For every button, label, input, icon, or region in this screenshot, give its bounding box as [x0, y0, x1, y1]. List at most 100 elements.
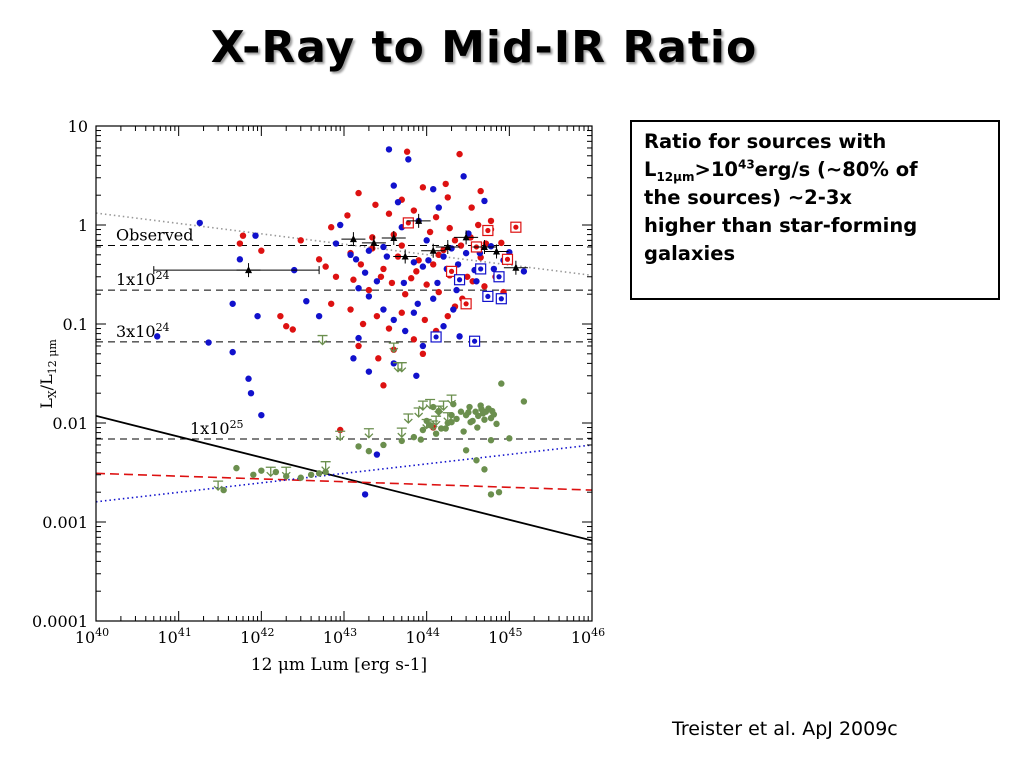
upper-limit-arrow [431, 415, 442, 427]
wide-errorbar [153, 266, 320, 275]
y-tick-label: 0.01 [52, 414, 88, 433]
data-points [153, 146, 528, 498]
x-tick-label: 1044 [405, 626, 439, 647]
green-point [466, 403, 473, 411]
blue-point [383, 253, 391, 260]
chart-figure: Observed 1x1024 3x1024 1x1025 1040 1041 1042 1… [0, 100, 620, 684]
green-point [465, 409, 472, 416]
red-boxed-point-dot [448, 268, 455, 274]
red-point [365, 286, 373, 294]
red-point [408, 275, 415, 282]
red-boxed-point-dot [405, 220, 411, 226]
red-point [468, 204, 475, 211]
blue-point [450, 306, 457, 313]
red-point [451, 237, 459, 244]
upper-limit-arrow [265, 466, 276, 478]
blue-point [394, 198, 402, 206]
red-point [402, 290, 409, 298]
blue-point [337, 221, 344, 229]
blue-point [347, 251, 354, 259]
blue-point [229, 300, 236, 307]
blue-point [410, 309, 418, 316]
binned-mean-point [390, 233, 398, 241]
blue-point [373, 278, 381, 285]
green-point [442, 425, 449, 432]
blue-point [254, 312, 261, 320]
red-point [332, 273, 340, 280]
x-tick-label: 1040 [75, 626, 109, 647]
red-point [432, 213, 440, 221]
red-point [369, 234, 376, 241]
red-point [474, 221, 482, 229]
red-point [444, 312, 451, 320]
red-point [423, 281, 430, 288]
reference-level-label: 1x1025 [190, 418, 244, 438]
blue-point [410, 259, 418, 266]
blue-point [355, 334, 362, 342]
green-point [488, 407, 496, 415]
axes: 1040 1041 1042 1043 1044 1045 1046 10 1 0.1 0.01 0.… [32, 117, 605, 647]
binned-mean-point [493, 247, 501, 255]
red-point [410, 207, 418, 214]
binned-mean-point [415, 216, 423, 224]
red-point [239, 232, 247, 239]
reference-level-label: 3x1024 [116, 321, 170, 341]
red-boxed-point-dot [513, 224, 519, 230]
blue-point [434, 279, 441, 287]
red-point [442, 180, 449, 188]
upper-limit-arrow [396, 427, 407, 439]
green-point [438, 425, 445, 432]
blue-point [385, 146, 393, 153]
blue-point [481, 197, 488, 205]
blue-point [520, 268, 528, 275]
x-tick-label: 1041 [157, 626, 191, 647]
y-tick-label: 1 [78, 216, 88, 235]
upper-limit-arrow [413, 407, 424, 418]
green-point [448, 411, 455, 419]
callout-line-3: the sources) ~2-3x [644, 186, 852, 209]
upper-limit-arrow [388, 342, 399, 354]
red-point [419, 350, 427, 358]
x-tick-label: 1045 [488, 626, 522, 647]
blue-point [247, 389, 255, 397]
blue-point [430, 295, 437, 302]
callout-box: Ratio for sources with L12μm>1043erg/s (… [630, 120, 1000, 300]
green-point [365, 447, 373, 455]
blue-point [419, 263, 427, 270]
blue-point [352, 256, 360, 263]
plot-background [96, 126, 592, 621]
binned-mean-point [401, 252, 409, 260]
blue-point [490, 265, 498, 273]
binned-mean-point [444, 242, 452, 250]
red-boxed-point-dot [504, 256, 511, 262]
red-point [421, 316, 429, 324]
x-axis-title: 12 μm Lum [erg s-1] [251, 655, 427, 675]
blue-point [361, 269, 369, 276]
red-point [377, 273, 385, 280]
blue-point [361, 491, 369, 498]
green-point [220, 486, 227, 494]
blue-point [205, 339, 212, 346]
red-boxed-point-dot [485, 227, 491, 234]
green-point [315, 470, 323, 477]
blue-point [332, 240, 340, 247]
blue-point [413, 372, 420, 379]
blue-point [390, 360, 397, 367]
blue-point [154, 333, 161, 340]
red-point [322, 263, 329, 270]
red-point [403, 148, 411, 155]
blue-point [390, 316, 397, 324]
red-point [430, 261, 437, 268]
blue-point [229, 348, 236, 356]
red-point [327, 300, 335, 307]
green-point [495, 488, 503, 496]
green-point [506, 435, 513, 442]
red-point [464, 273, 471, 280]
slide-title: X-Ray to Mid-IR Ratio [210, 22, 758, 73]
green-point [417, 436, 425, 443]
green-point [481, 416, 488, 423]
upper-limit-arrow [442, 412, 453, 423]
green-point [355, 443, 362, 450]
y-tick-label: 0.001 [42, 513, 88, 532]
